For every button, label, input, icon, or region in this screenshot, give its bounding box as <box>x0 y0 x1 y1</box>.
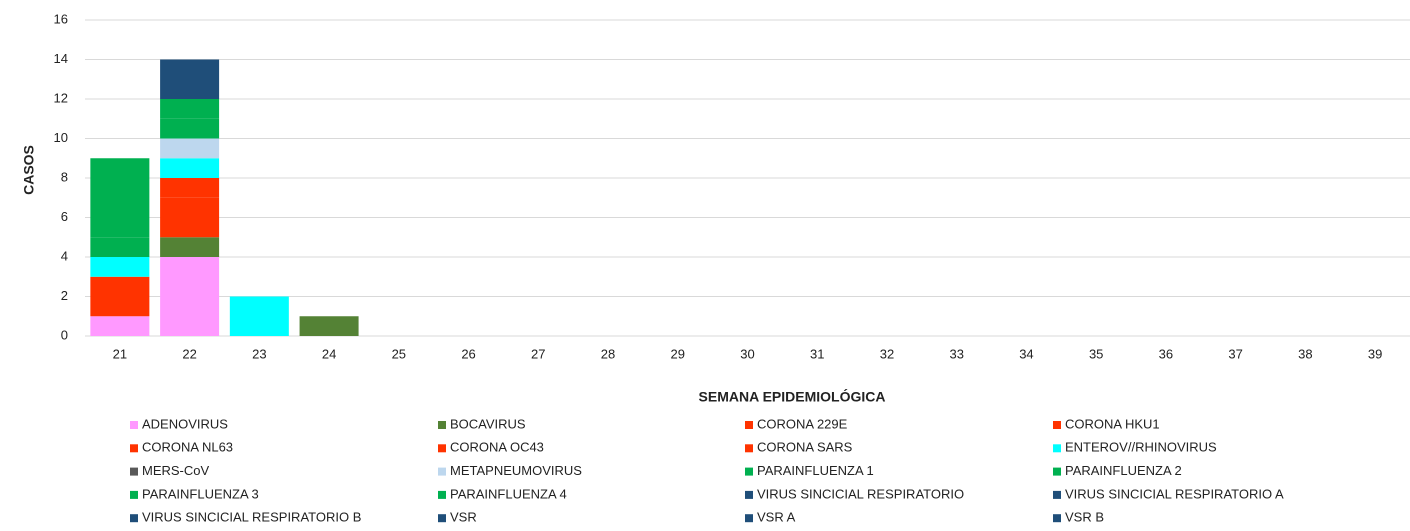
x-tick-label: 34 <box>1019 346 1033 361</box>
y-tick-label: 0 <box>61 327 68 342</box>
legend-label: CORONA HKU1 <box>1065 416 1160 431</box>
bar-segment <box>160 178 220 198</box>
legend-swatch <box>130 467 138 476</box>
bar-segment <box>90 276 150 317</box>
legend-label: MERS-CoV <box>142 463 210 478</box>
y-tick-label: 10 <box>54 130 68 145</box>
bar-segment <box>229 296 289 336</box>
x-tick-label: 21 <box>113 346 127 361</box>
legend-swatch <box>438 514 446 523</box>
bar-segment <box>160 197 220 238</box>
legend-swatch <box>1053 467 1061 476</box>
legend-swatch <box>130 514 138 523</box>
x-tick-label: 38 <box>1298 346 1312 361</box>
x-tick-label: 27 <box>531 346 545 361</box>
bar-segment <box>160 138 220 159</box>
y-tick-label: 8 <box>61 169 68 184</box>
bar-segment <box>160 237 220 257</box>
legend-swatch <box>1053 514 1061 523</box>
legend-swatch <box>745 490 753 499</box>
legend-swatch <box>130 444 138 453</box>
legend-label: ADENOVIRUS <box>142 416 228 431</box>
bar-segment <box>160 118 220 139</box>
legend-label: PARAINFLUENZA 1 <box>757 463 874 478</box>
x-tick-label: 22 <box>182 346 196 361</box>
legend-label: CORONA OC43 <box>450 440 544 455</box>
legend-swatch <box>1053 444 1061 453</box>
x-tick-label: 32 <box>880 346 894 361</box>
legend-label: PARAINFLUENZA 3 <box>142 486 259 501</box>
y-tick-label: 2 <box>61 288 68 303</box>
legend-swatch <box>745 514 753 523</box>
y-tick-label: 16 <box>54 11 68 26</box>
x-axis-title: SEMANA EPIDEMIOLÓGICA <box>699 388 886 405</box>
bar-segment <box>160 99 220 119</box>
x-tick-label: 31 <box>810 346 824 361</box>
bar-segment <box>90 237 150 257</box>
x-tick-label: 30 <box>740 346 754 361</box>
legend-label: CORONA SARS <box>757 440 853 455</box>
bar-segment <box>90 316 150 336</box>
legend-swatch <box>1053 490 1061 499</box>
legend-swatch <box>130 490 138 499</box>
legend-swatch <box>438 444 446 453</box>
legend-label: VIRUS SINCICIAL RESPIRATORIO B <box>142 510 361 525</box>
bar-segment <box>160 59 220 99</box>
legend-swatch <box>745 421 753 429</box>
x-tick-label: 24 <box>322 346 336 361</box>
y-tick-label: 14 <box>54 51 68 66</box>
x-tick-label: 36 <box>1159 346 1173 361</box>
y-tick-label: 12 <box>54 90 68 105</box>
x-tick-label: 28 <box>601 346 615 361</box>
legend-label: BOCAVIRUS <box>450 416 526 431</box>
legend-label: VIRUS SINCICIAL RESPIRATORIO <box>757 486 964 501</box>
x-tick-label: 33 <box>949 346 963 361</box>
legend-swatch <box>438 421 446 429</box>
legend-swatch <box>1053 421 1061 429</box>
legend-label: CORONA NL63 <box>142 440 233 455</box>
bar-segment <box>90 257 150 277</box>
legend-swatch <box>438 467 446 476</box>
legend-label: METAPNEUMOVIRUS <box>450 463 582 478</box>
x-tick-label: 39 <box>1368 346 1382 361</box>
bar-segment <box>160 257 220 336</box>
legend-label: VIRUS SINCICIAL RESPIRATORIO A <box>1065 486 1284 501</box>
x-tick-label: 26 <box>461 346 475 361</box>
legend-label: PARAINFLUENZA 4 <box>450 486 567 501</box>
x-tick-label: 23 <box>252 346 266 361</box>
legend-swatch <box>130 421 138 429</box>
legend-label: ENTEROV//RHINOVIRUS <box>1065 440 1217 455</box>
x-tick-label: 25 <box>392 346 406 361</box>
legend-swatch <box>745 467 753 476</box>
legend-label: VSR B <box>1065 510 1104 525</box>
legend-label: CORONA 229E <box>757 416 848 431</box>
bar-segment <box>299 316 359 336</box>
legend-label: VSR <box>450 510 477 525</box>
x-tick-label: 37 <box>1228 346 1242 361</box>
y-tick-label: 4 <box>61 248 68 263</box>
y-axis-title: CASOS <box>21 145 37 195</box>
legend-swatch <box>438 490 446 499</box>
bar-segment <box>90 158 150 238</box>
bar-segment <box>160 158 220 178</box>
legend-label: VSR A <box>757 510 796 525</box>
legend-swatch <box>745 444 753 453</box>
y-tick-label: 6 <box>61 209 68 224</box>
x-tick-label: 35 <box>1089 346 1103 361</box>
x-tick-label: 29 <box>671 346 685 361</box>
legend-label: PARAINFLUENZA 2 <box>1065 463 1182 478</box>
